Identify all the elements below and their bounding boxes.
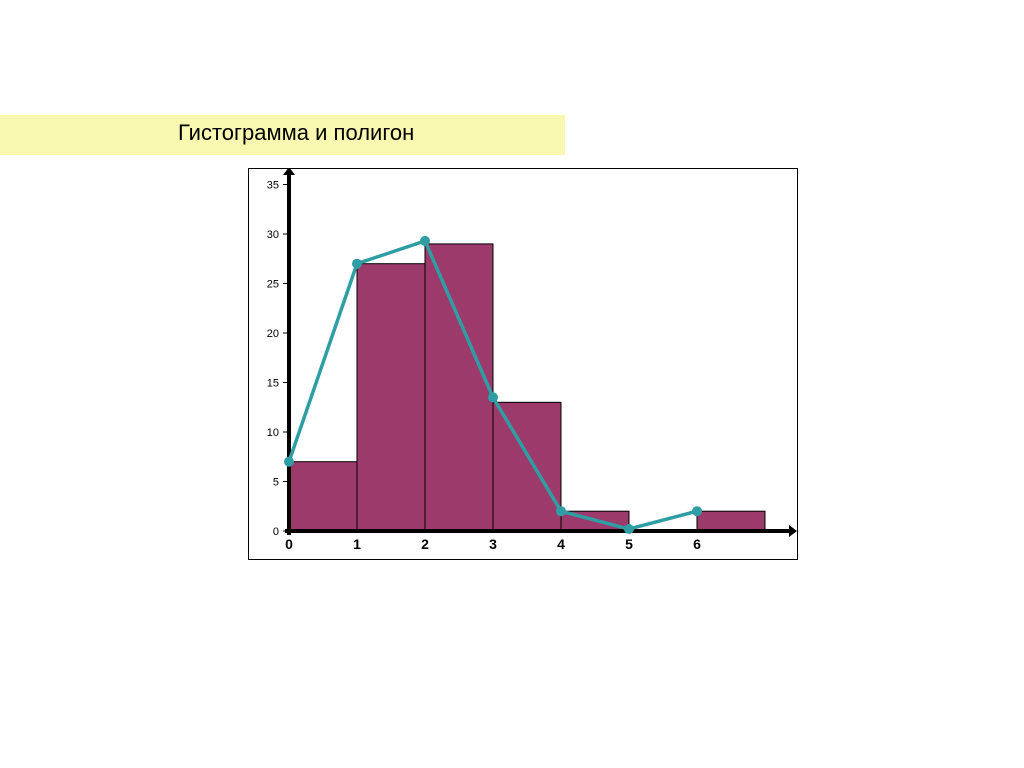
svg-text:20: 20 (267, 328, 279, 340)
slide-title: Гистограмма и полигон (178, 120, 414, 146)
svg-text:15: 15 (267, 378, 279, 390)
svg-text:4: 4 (557, 536, 565, 552)
chart-frame: 0 5 10 15 20 25 30 35 0 1 2 3 4 5 6 (248, 168, 798, 560)
svg-text:0: 0 (285, 536, 293, 552)
histogram-polygon-chart: 0 5 10 15 20 25 30 35 0 1 2 3 4 5 6 (249, 169, 797, 559)
svg-text:10: 10 (267, 427, 279, 439)
svg-text:30: 30 (267, 229, 279, 241)
svg-text:25: 25 (267, 279, 279, 291)
svg-text:6: 6 (693, 536, 701, 552)
svg-text:35: 35 (267, 180, 279, 192)
svg-text:5: 5 (273, 477, 279, 489)
svg-text:1: 1 (353, 536, 361, 552)
svg-text:5: 5 (625, 536, 633, 552)
svg-text:3: 3 (489, 536, 497, 552)
svg-text:0: 0 (273, 526, 279, 538)
svg-text:2: 2 (421, 536, 429, 552)
